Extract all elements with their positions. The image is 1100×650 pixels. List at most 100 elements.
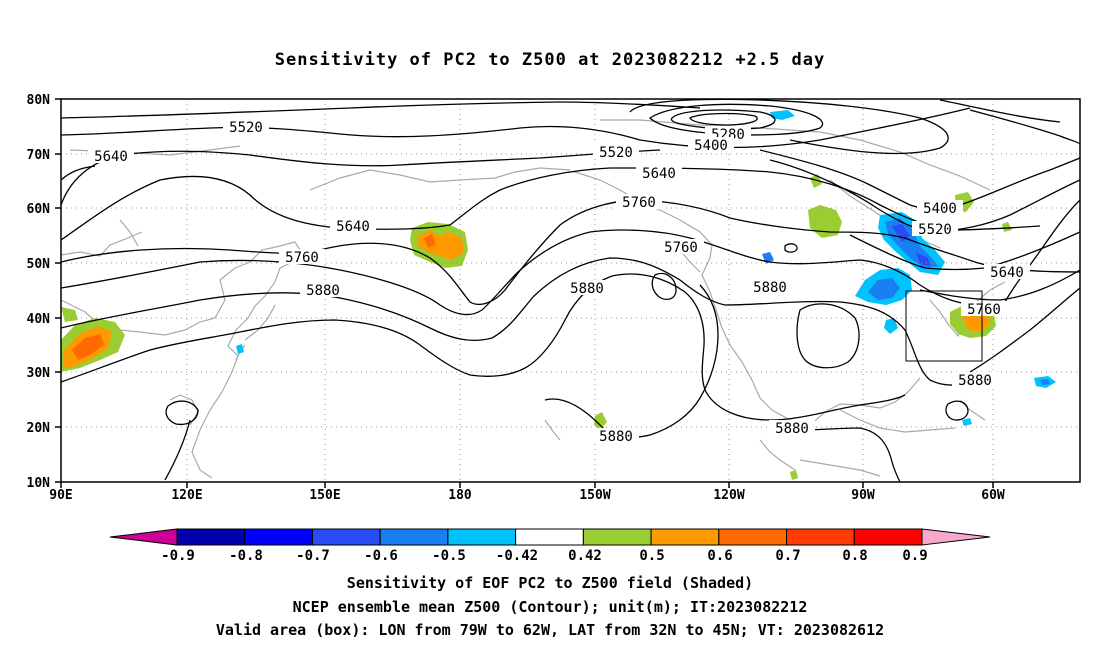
lat-label: 30N	[27, 366, 51, 381]
plot-frame	[60, 98, 1081, 483]
contour-line	[945, 400, 969, 421]
map-title: Sensitivity of PC2 to Z500 at 2023082212…	[274, 50, 826, 70]
colorbar-cell	[718, 528, 788, 546]
contour-line	[61, 101, 701, 119]
contour-line	[61, 149, 661, 206]
contour-line	[849, 231, 1080, 271]
contour-label: 5880	[753, 280, 787, 296]
contour-line	[61, 229, 986, 316]
contour-label: 5400	[694, 138, 728, 154]
colorbar-cell	[650, 528, 720, 546]
shade-blob	[1040, 379, 1050, 385]
lat-label: 20N	[27, 421, 51, 436]
contour-label: 5760	[664, 240, 698, 256]
lat-label: 60N	[27, 202, 51, 217]
colorbar-label: -0.8	[229, 548, 263, 564]
contour-line	[689, 112, 758, 126]
shade-blob	[790, 470, 798, 480]
contour-line	[61, 319, 526, 383]
caption-shading: Sensitivity of EOF PC2 to Z500 field (Sh…	[346, 574, 754, 592]
contour-label: 5880	[306, 283, 340, 299]
colorbar-labels: -0.9 -0.8 -0.7 -0.6 -0.5 -0.42 0.42 0.5 …	[161, 548, 928, 564]
lon-label: 90E	[49, 488, 72, 503]
colorbar-cell	[244, 528, 313, 546]
shade-blob	[424, 234, 436, 248]
shade-blob	[868, 278, 900, 300]
shade-blob	[770, 110, 795, 120]
colorbar-cell	[311, 528, 381, 546]
contour-line	[61, 257, 906, 341]
colorbar-label: 0.42	[568, 548, 602, 564]
shade-blob	[594, 412, 607, 430]
contour-label: 5520	[918, 222, 952, 238]
colorbar-cell	[176, 528, 246, 546]
lon-label: 150W	[579, 488, 610, 503]
lon-label: 120W	[713, 488, 744, 503]
contour-line	[919, 269, 1080, 301]
axis-ticks	[55, 98, 994, 488]
contour-label: 5760	[967, 302, 1001, 318]
contour-line	[61, 167, 1041, 241]
lat-label: 70N	[27, 148, 51, 163]
contour-line	[165, 400, 199, 426]
contour-label: 5640	[642, 166, 676, 182]
longitude-labels: 90E 120E 150E 180 150W 120W 90W 60W	[49, 488, 1005, 503]
lat-label: 40N	[27, 312, 51, 327]
colorbar-label: 0.5	[639, 548, 664, 564]
colorbar-label: 0.8	[842, 548, 867, 564]
latitude-labels: 80N 70N 60N 50N 40N 30N 20N 10N	[27, 93, 51, 491]
contour-line	[524, 273, 906, 421]
contour-label: 5880	[958, 373, 992, 389]
shade-blob	[72, 334, 104, 360]
contour-line	[544, 284, 719, 438]
contour-label: 5520	[599, 145, 633, 161]
shade-blob	[236, 344, 244, 354]
shade-blob	[808, 205, 842, 238]
contour-line	[997, 199, 1080, 316]
contour-line	[61, 107, 971, 149]
contour-line	[648, 103, 823, 136]
caption-contour: NCEP ensemble mean Z500 (Contour); unit(…	[292, 598, 808, 616]
shade-blob	[1002, 222, 1012, 232]
colorbar-label: -0.6	[364, 548, 398, 564]
contour-label: 5880	[599, 429, 633, 445]
contour-line	[670, 109, 776, 130]
contour-label: 5760	[622, 195, 656, 211]
sensitivity-shading	[61, 110, 1056, 480]
contour-line	[969, 287, 1080, 373]
lon-label: 90W	[851, 488, 875, 503]
valid-area-box	[905, 290, 983, 362]
colorbar-cell	[786, 528, 855, 546]
contour-label: 5400	[923, 201, 957, 217]
colorbar-label: -0.7	[296, 548, 330, 564]
shade-blob	[810, 174, 822, 188]
contour-line	[939, 99, 1061, 123]
colorbar-cell	[515, 528, 584, 546]
contour-line	[759, 149, 1080, 210]
contour-labels: 5520 5640 5640 5760 5880 5280 5400 5520 …	[88, 119, 1030, 445]
lon-label: 180	[448, 488, 472, 503]
coastlines	[61, 119, 1006, 479]
contour-label: 5640	[336, 219, 370, 235]
contour-label: 5880	[775, 421, 809, 437]
colorbar-cell	[853, 528, 923, 546]
lon-label: 120E	[171, 488, 202, 503]
shade-blob	[884, 318, 898, 334]
colorbar-cells	[176, 528, 923, 546]
colorbar-cell	[447, 528, 517, 546]
colorbar	[109, 528, 991, 546]
colorbar-label: -0.42	[496, 548, 538, 564]
contour-line	[651, 272, 677, 301]
colorbar-label: -0.5	[432, 548, 466, 564]
colorbar-label: 0.9	[902, 548, 927, 564]
contour-line	[796, 303, 860, 369]
colorbar-right-arrow	[921, 528, 991, 546]
lat-label: 10N	[27, 476, 51, 491]
colorbar-left-arrow	[109, 528, 178, 546]
contour-label: 5640	[990, 265, 1024, 281]
contour-label: 5880	[570, 281, 604, 297]
contour-label: 5760	[285, 250, 319, 266]
contour-label: 5640	[94, 149, 128, 165]
colorbar-label: 0.7	[775, 548, 800, 564]
